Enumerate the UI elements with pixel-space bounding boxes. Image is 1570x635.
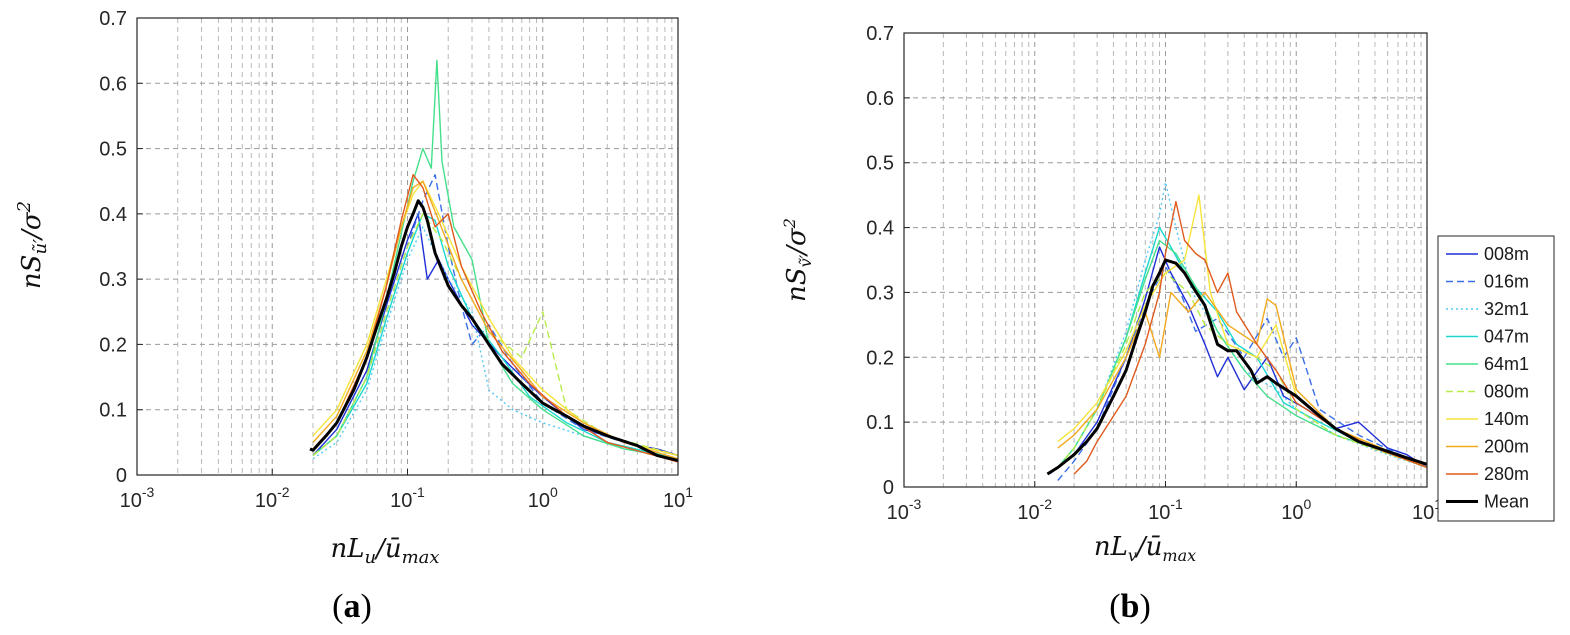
series-line-280m bbox=[1073, 200, 1427, 475]
legend-label-64m1: 64m1 bbox=[1484, 354, 1529, 374]
x-tick-label: 10-3 bbox=[887, 496, 922, 524]
y-tick-label: 0.4 bbox=[866, 218, 894, 240]
grid-a bbox=[137, 18, 678, 475]
panel-label-a: (a) bbox=[332, 588, 372, 625]
legend-label-008m: 008m bbox=[1484, 244, 1529, 264]
legend-label-200m: 200m bbox=[1484, 437, 1529, 457]
y-tick-label: 0.4 bbox=[99, 204, 127, 226]
grid-b bbox=[904, 33, 1427, 487]
series-line-280m bbox=[312, 174, 678, 463]
legend-label-280m: 280m bbox=[1484, 464, 1529, 484]
legend-label-047m: 047m bbox=[1484, 327, 1529, 347]
x-tick-label: 10-1 bbox=[390, 484, 425, 512]
y-tick-label: 0 bbox=[116, 465, 127, 487]
series-line-016m bbox=[1057, 265, 1427, 481]
series-line-200m bbox=[1057, 291, 1427, 469]
x-tick-label: 101 bbox=[663, 484, 693, 512]
y-tick-label: 0.7 bbox=[99, 8, 127, 30]
x-axis-label-b: nLv/ūmax bbox=[1094, 532, 1196, 565]
x-tick-label: 10-3 bbox=[120, 484, 155, 512]
x-tick-label: 10-2 bbox=[255, 484, 290, 512]
series-line-008m bbox=[1049, 246, 1427, 475]
y-axis-label-a: nSũ′/σ2 bbox=[14, 201, 51, 289]
y-tick-label: 0.5 bbox=[99, 139, 127, 161]
y-tick-label: 0.3 bbox=[99, 269, 127, 291]
plot-area-a: 0 0.1 0.2 0.3 0.4 0.5 0.6 0.7 10-3 10-2 10-1 100 101 bbox=[99, 8, 693, 512]
series-line-200m bbox=[312, 180, 678, 460]
series-line-016m bbox=[312, 174, 678, 457]
y-tick-label: 0.2 bbox=[99, 334, 127, 356]
y-tick-label: 0.1 bbox=[866, 412, 894, 434]
series-line-mean bbox=[309, 199, 678, 463]
legend: 008m 016m 32m1 047m 64m1 080m 140m 200m 280m Mean bbox=[1437, 235, 1555, 522]
series-line-047m bbox=[312, 213, 678, 460]
series-line-080m bbox=[1057, 272, 1427, 469]
y-tick-label: 0.6 bbox=[99, 73, 127, 95]
legend-label-080m: 080m bbox=[1484, 382, 1529, 402]
y-tick-label: 0.3 bbox=[866, 282, 894, 304]
x-tick-label: 100 bbox=[1281, 496, 1311, 524]
chart-panel-b: 00.10.20.30.40.50.60.710-310-210-1100101… bbox=[780, 23, 1442, 625]
series-group-a bbox=[309, 59, 678, 463]
x-tick-label: 100 bbox=[528, 484, 558, 512]
y-tick-label: 0.5 bbox=[866, 153, 894, 175]
legend-label-mean: Mean bbox=[1484, 492, 1529, 512]
legend-label-32m1: 32m1 bbox=[1484, 299, 1529, 319]
series-line-mean bbox=[1046, 258, 1427, 476]
y-tick-label: 0.2 bbox=[866, 347, 894, 369]
series-group-b bbox=[1046, 181, 1427, 481]
x-tick-label: 10-1 bbox=[1148, 496, 1183, 524]
y-tick-label: 0.7 bbox=[866, 23, 894, 45]
series-line-080m bbox=[312, 213, 678, 457]
series-line-140m bbox=[1057, 194, 1427, 469]
x-tick-label: 10-2 bbox=[1017, 496, 1052, 524]
y-tick-label: 0.1 bbox=[99, 400, 127, 422]
legend-label-016m: 016m bbox=[1484, 272, 1529, 292]
legend-label-140m: 140m bbox=[1484, 409, 1529, 429]
series-line-140m bbox=[312, 180, 678, 457]
y-tick-label: 0.6 bbox=[866, 88, 894, 110]
panel-label-b: (b) bbox=[1109, 588, 1151, 625]
chart-panel-a: 0 0.1 0.2 0.3 0.4 0.5 0.6 0.7 10-3 10-2 10-1 100 101… bbox=[14, 8, 693, 625]
series-line-32m1 bbox=[312, 226, 678, 460]
y-tick-label: 0 bbox=[883, 477, 894, 499]
